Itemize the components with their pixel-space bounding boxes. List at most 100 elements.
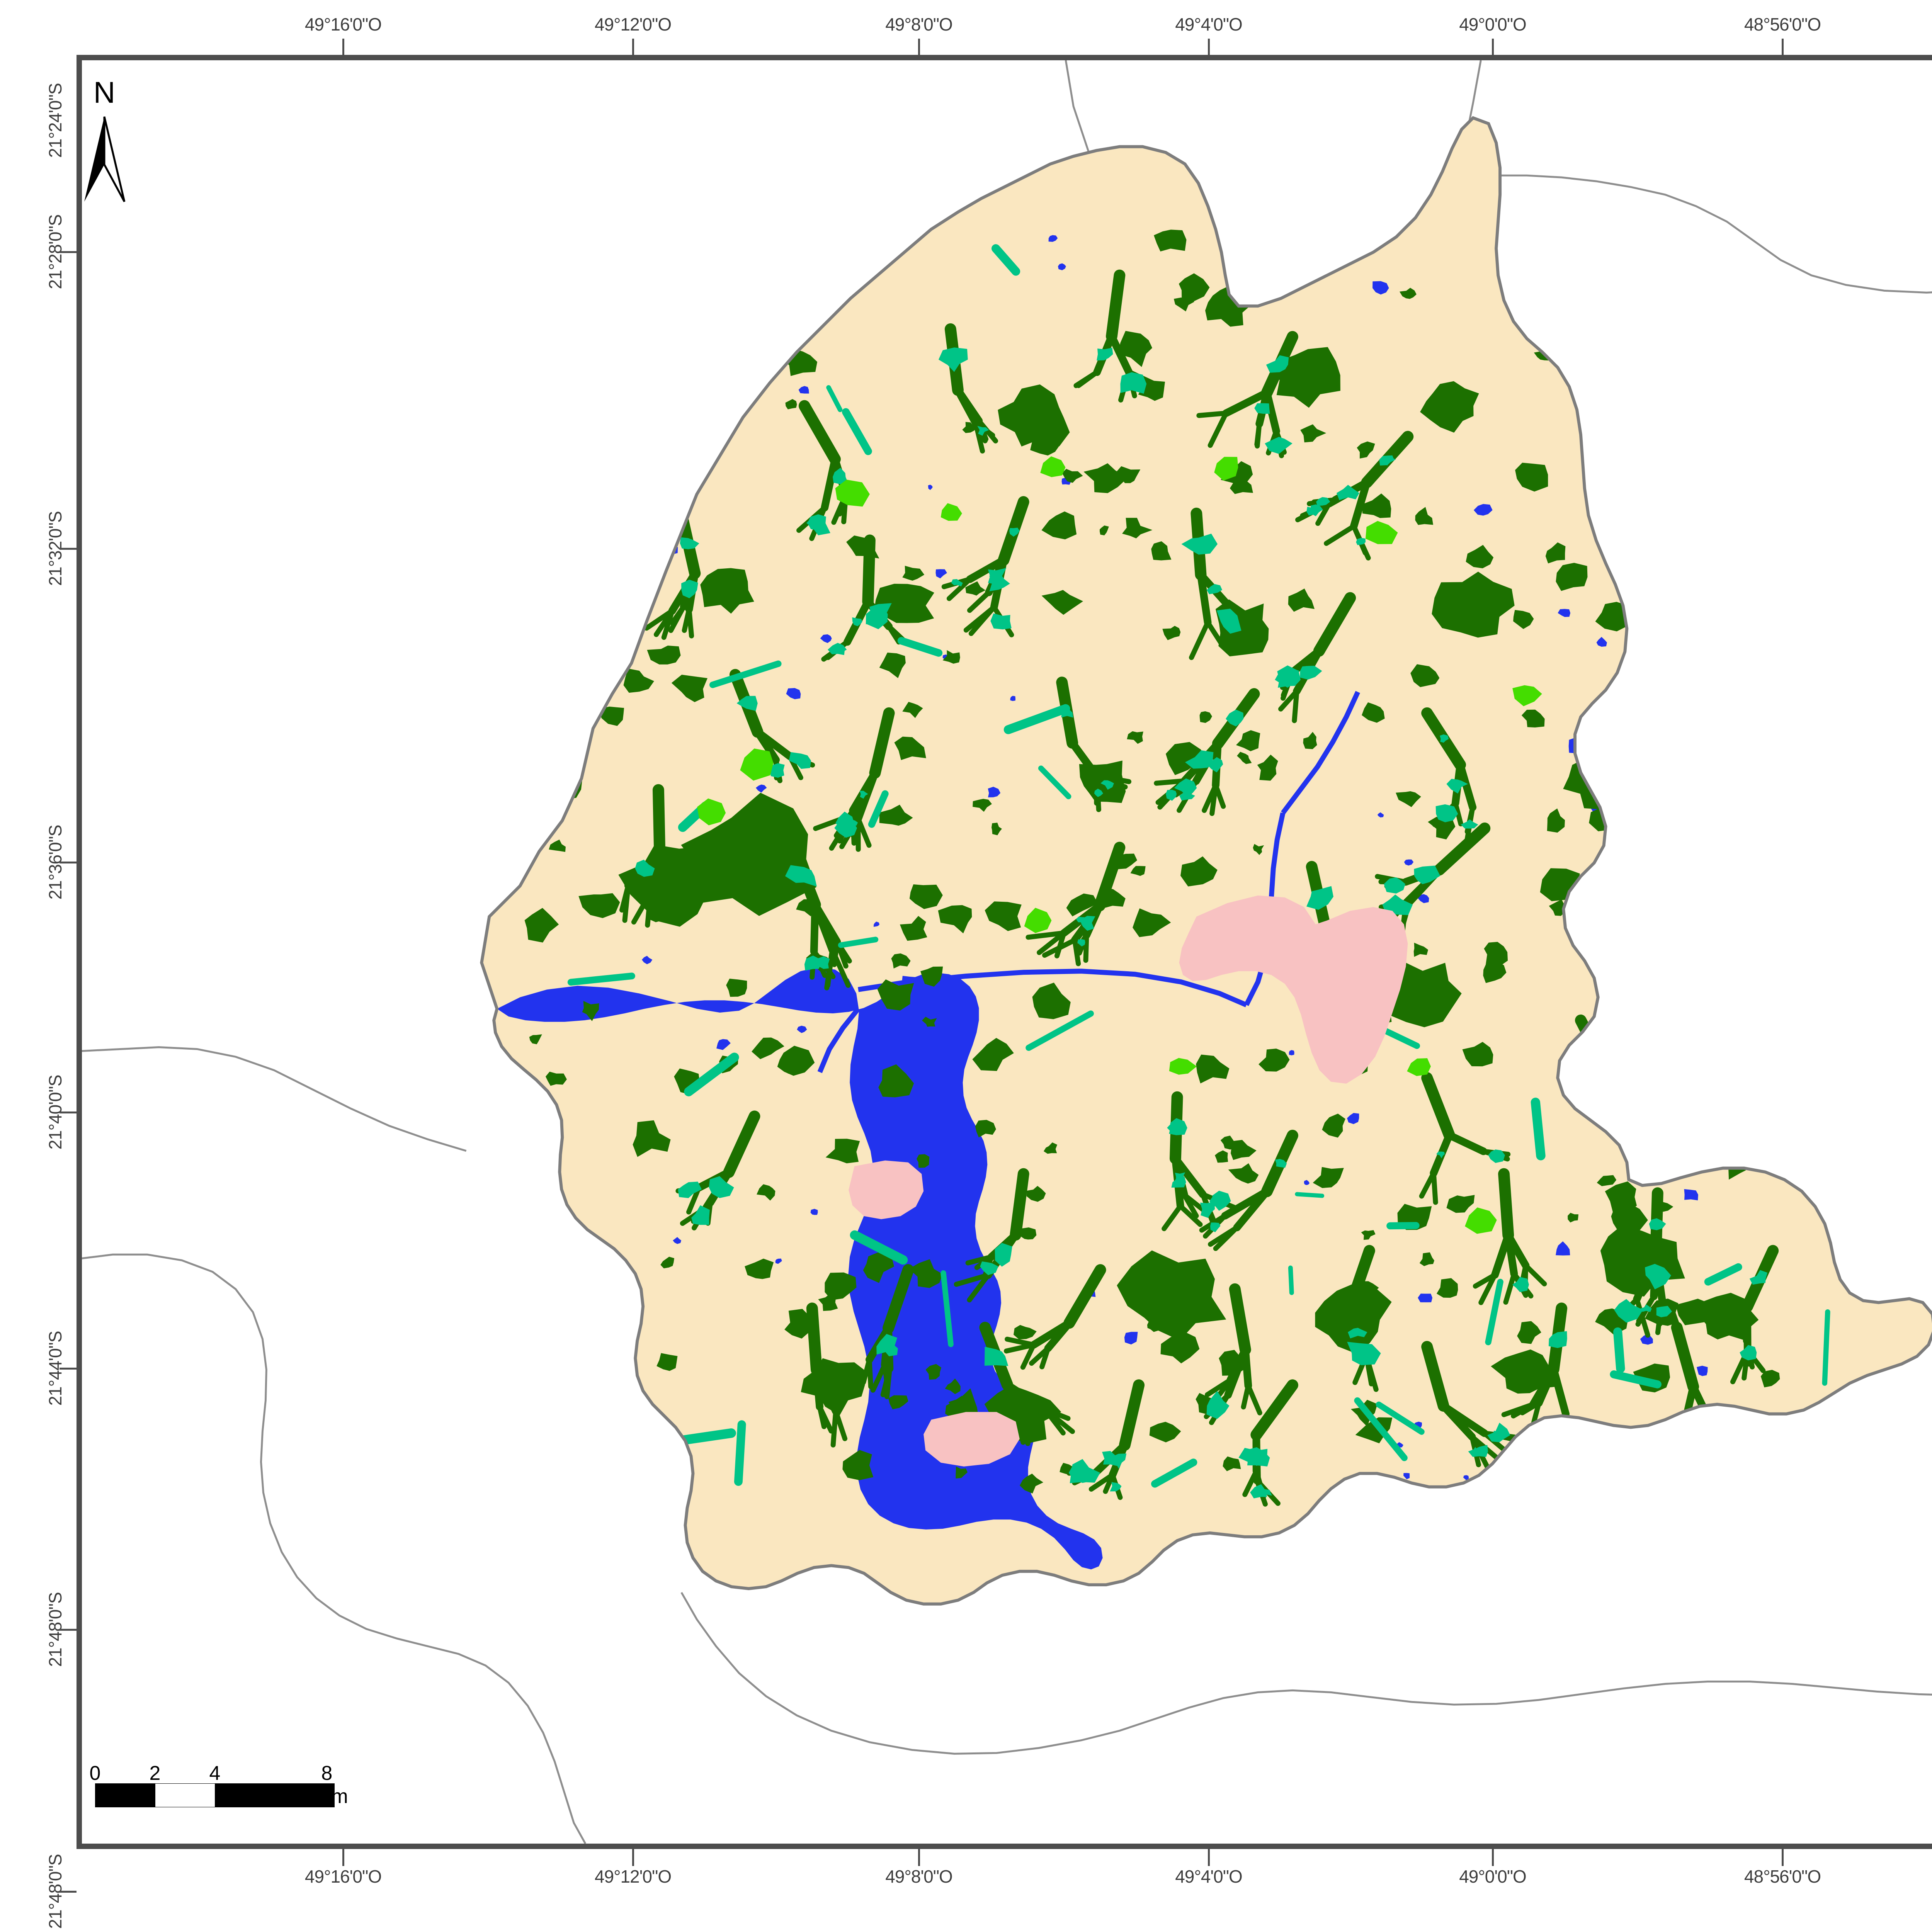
forest-fragment [1738,601,1753,615]
non-forest-formation-strip [639,386,659,396]
water-pond [1418,1293,1432,1302]
non-forest-formation-patch [1623,1086,1633,1093]
non-forest-formation-patch [1652,1107,1674,1120]
non-forest-formation-strip [1297,1194,1322,1196]
forest-fragment [519,1261,555,1290]
forest-fragment [1624,1485,1643,1498]
forest-fragment [562,300,583,324]
forest-fragment [611,596,643,624]
graticule-tick [60,1112,77,1113]
non-forest-formation-strip [1681,1102,1741,1120]
forest-riparian-corridor [625,885,628,920]
non-forest-formation-strip [1731,888,1736,940]
map-frame[interactable] [77,55,1932,1849]
non-forest-formation-strip [1811,734,1828,749]
forest-riparian-corridor [812,1308,816,1370]
scale-bar-segment [95,1784,155,1807]
graticule-longitude-label: 49°0'0"O [1459,14,1526,35]
non-forest-formation-strip [1578,294,1584,342]
water-pond [1829,1480,1838,1489]
forest-fragment [1666,561,1682,575]
forest-riparian-corridor [1674,1432,1683,1468]
north-arrow: N [77,77,131,205]
graticule-tick [632,1849,634,1866]
forest-fragment [1629,215,1644,224]
forest-fragment [730,379,754,396]
forest-fragment [1854,420,1889,452]
water-pond [1669,549,1677,557]
forest-fragment [1589,807,1626,831]
neighbouring-boundary-line [1500,175,1932,292]
forest-fragment [1694,572,1715,587]
forest-fragment [551,179,575,197]
water-pond [1604,926,1613,933]
forest-fragment [1676,780,1712,811]
north-arrow-label: N [94,77,115,107]
water-pond [1755,221,1760,226]
graticule-longitude-label: 49°12'0"O [595,1866,671,1887]
forest-fragment [1690,537,1723,562]
water-pond [1728,537,1737,546]
graticule-longitude-label: 49°16'0"O [305,1866,381,1887]
forest-fragment [703,413,731,439]
forest-fragment [1248,229,1266,248]
forest-fragment [1603,1004,1644,1028]
forest-riparian-corridor [1504,1174,1508,1236]
forest-fragment [587,1414,602,1427]
forest-fragment [1685,1062,1698,1071]
non-forest-formation-strip [1390,1225,1416,1226]
forest-fragment [585,1247,615,1272]
forest-fragment [653,471,667,484]
water-pond [1787,461,1803,475]
non-forest-formation-strip [1752,1429,1789,1442]
forest-fragment [1843,253,1874,278]
graticule-tick [1782,39,1784,56]
graticule-tick [918,39,920,56]
forest-fragment [578,1482,595,1499]
forest-fragment [1660,263,1682,280]
neighbouring-boundary-line [82,1254,585,1844]
forest-fragment [1581,935,1608,956]
forest-riparian-corridor [1257,424,1259,445]
forest-fragment [1798,753,1832,774]
graticule-longitude-label: 49°12'0"O [595,14,671,35]
water-pond [1733,1097,1741,1103]
forest-riparian-corridor [1648,1105,1680,1120]
forest-riparian-corridor [1672,1432,1683,1456]
forest-riparian-corridor [1634,1098,1638,1119]
forest-fragment [590,339,609,357]
forest-fragment [1551,316,1566,328]
scale-bar-tick-label: 0 [90,1762,101,1785]
land-use-map[interactable] [82,60,1932,1844]
graticule-latitude-label: 21°24'0"S [45,83,66,158]
non-forest-formation-patch [990,614,1012,629]
forest-riparian-corridor [1708,1418,1728,1436]
non-forest-formation-strip [568,569,575,639]
forest-riparian-corridor [1015,1174,1023,1235]
water-pond [1806,1157,1816,1165]
graticule-tick [1492,39,1494,56]
forest-fragment [637,385,677,417]
graticule-longitude-label: 49°16'0"O [305,14,381,35]
forest-fragment [1344,170,1377,194]
graticule-tick [632,39,634,56]
water-pond [1666,946,1672,951]
water-pond [1684,1189,1698,1200]
forest-fragment [1811,379,1831,395]
forest-fragment [1804,227,1826,248]
water-pond [623,1414,635,1423]
non-forest-formation-patch [1120,372,1146,394]
non-forest-formation-strip [574,1276,577,1318]
non-forest-formation-strip [1825,1312,1828,1383]
graticule-tick [60,1891,77,1893]
water-pond [1795,996,1808,1006]
forest-fragment [507,686,540,714]
forest-fragment [618,240,646,263]
forest-fragment [1755,1497,1777,1515]
non-forest-formation-strip [1696,502,1735,520]
graticule-longitude-label: 49°0'0"O [1459,1866,1526,1887]
forest-riparian-corridor [1609,1075,1629,1119]
forest-riparian-corridor [658,790,660,851]
forest-fragment [595,1264,611,1271]
water-pond [1568,258,1583,272]
